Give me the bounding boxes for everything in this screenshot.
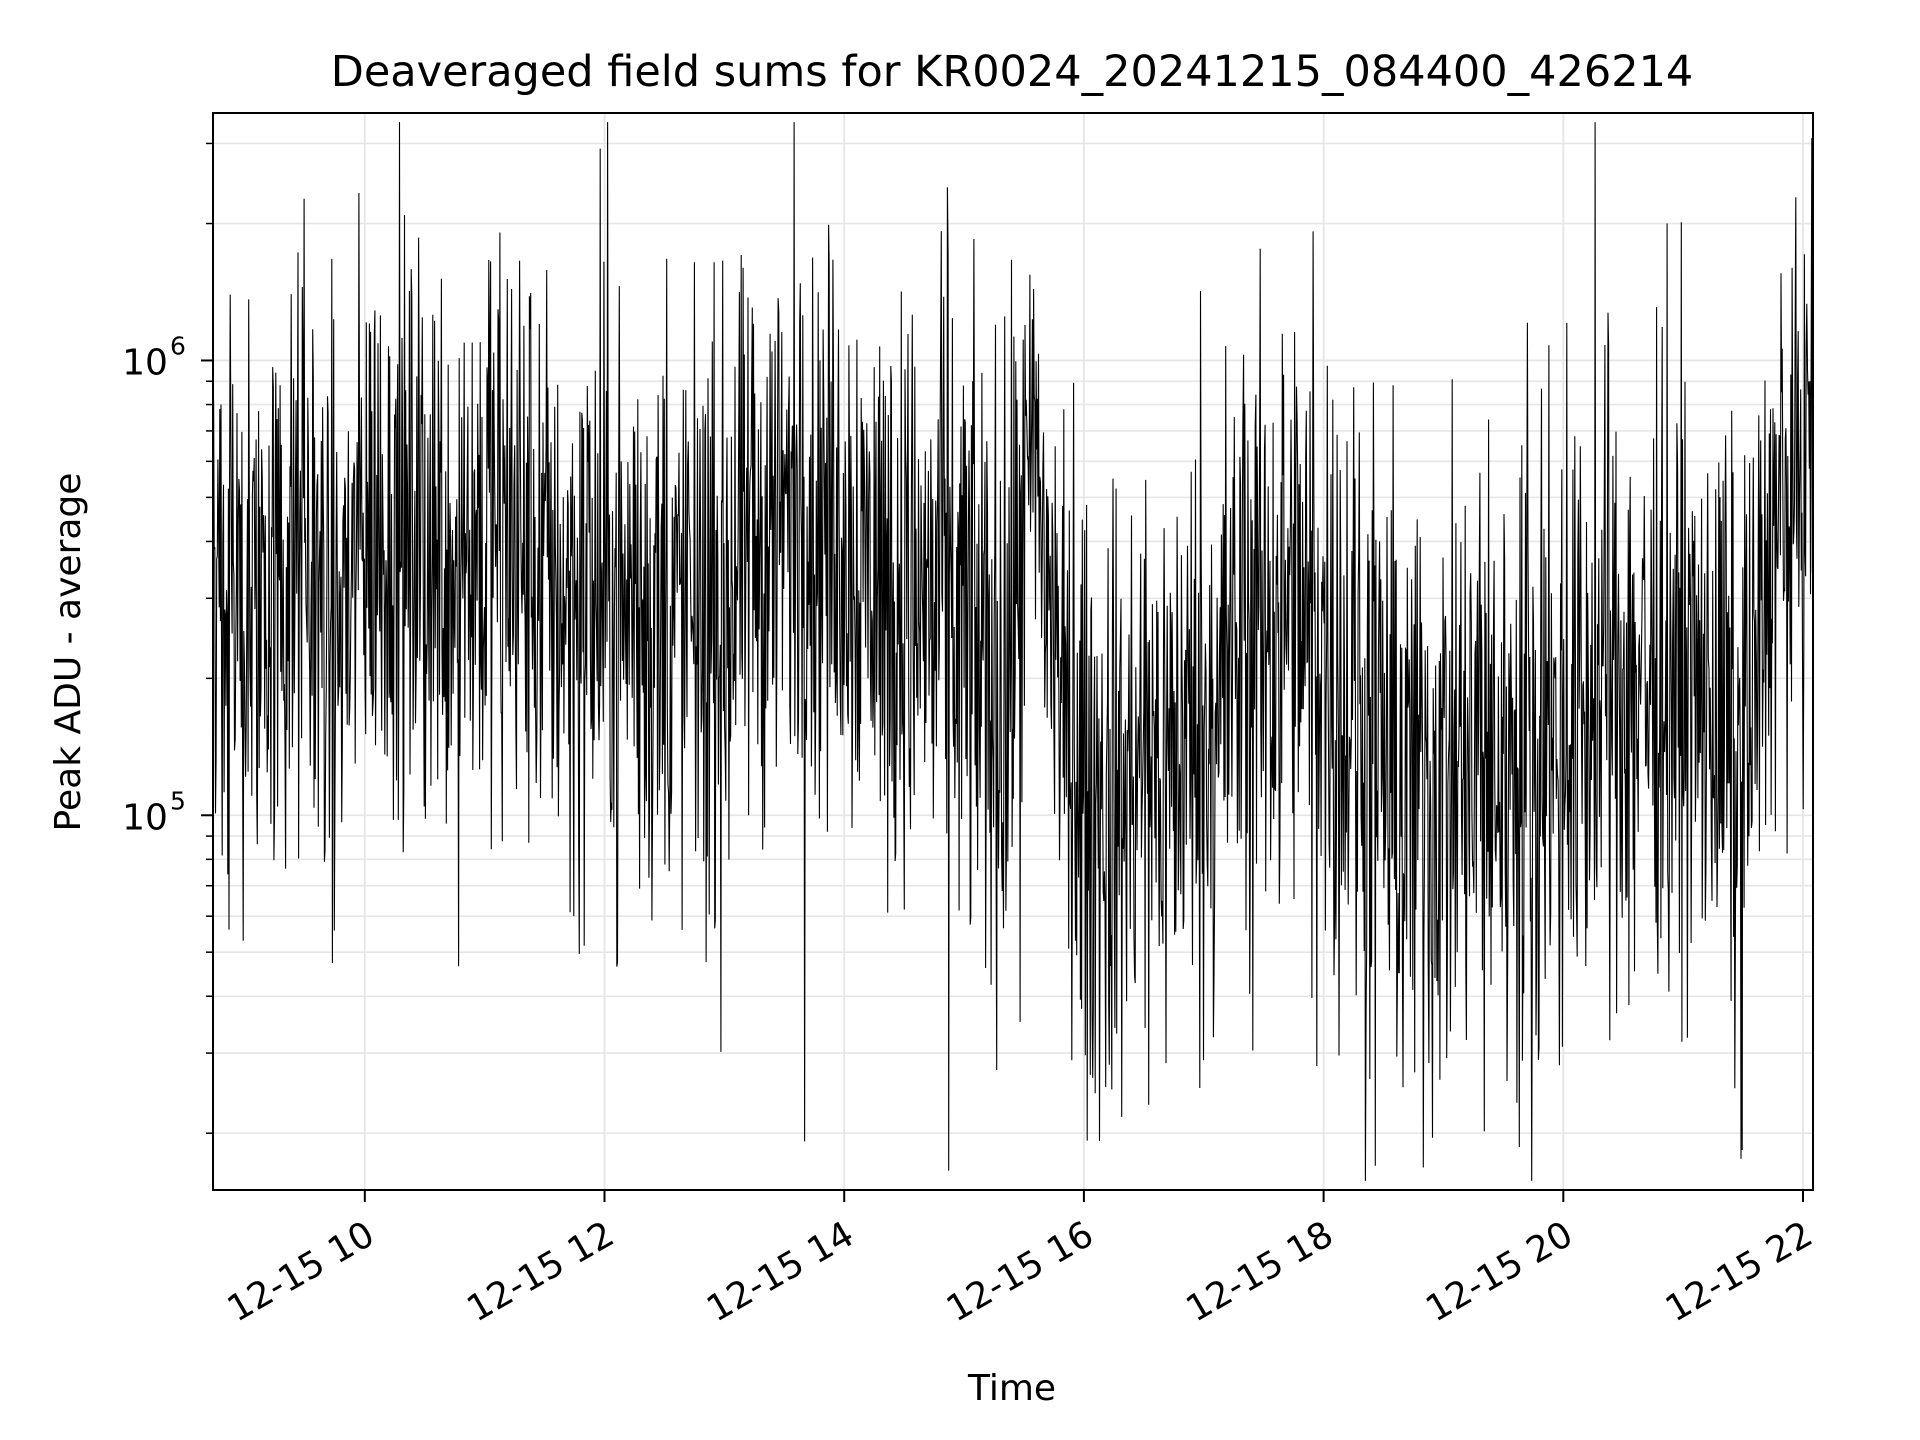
y-tick-exponent: 6 [170,331,186,360]
data-series [213,122,1813,1181]
plot-frame [212,112,1814,1191]
y-tick-label: 10 [122,342,168,383]
x-axis-label: Time [967,1368,1056,1409]
y-axis-label: Peak ADU - average [48,473,89,832]
chart-title: Deaveraged field sums for KR0024_2024121… [331,47,1694,97]
y-tick-label: 10 [122,797,168,838]
series-line [213,122,1813,1181]
y-tick-exponent: 5 [170,786,186,815]
